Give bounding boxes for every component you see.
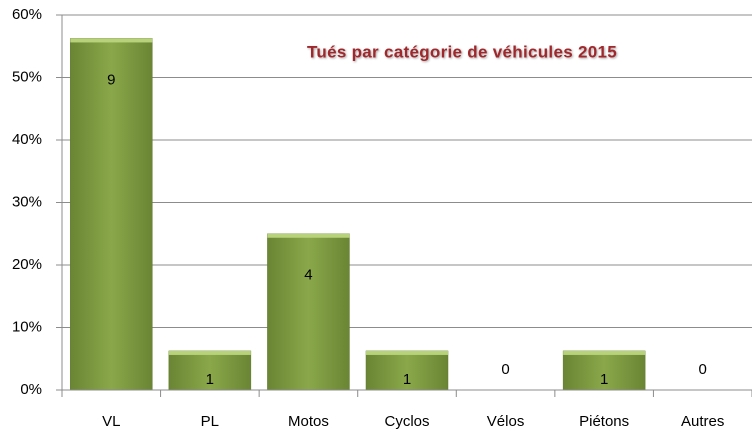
x-tick-label: Piétons (579, 413, 629, 430)
bar-top (70, 38, 153, 43)
data-label: 1 (600, 371, 608, 388)
x-tick-label: PL (201, 413, 219, 430)
y-tick-label: 40% (12, 131, 42, 148)
bar-top (168, 350, 251, 355)
data-label: 9 (107, 71, 115, 88)
y-tick-label: 10% (12, 318, 42, 335)
x-tick-label: Autres (681, 413, 724, 430)
bar (70, 38, 153, 391)
bar-top (267, 233, 350, 238)
y-tick-label: 0% (20, 381, 42, 398)
bar (562, 350, 646, 391)
data-label: 1 (403, 371, 411, 388)
bar-top (366, 350, 448, 355)
y-tick-label: 30% (12, 193, 42, 210)
data-label: 0 (699, 361, 707, 378)
x-tick-label: Cyclos (384, 413, 429, 430)
y-tick-label: 20% (12, 256, 42, 273)
x-tick-label: Vélos (487, 413, 525, 430)
y-tick-label: 60% (12, 6, 42, 23)
x-tick-label: Motos (288, 413, 329, 430)
bar-top (563, 350, 646, 355)
x-tick-label: VL (102, 413, 120, 430)
data-label: 1 (206, 371, 214, 388)
bar (267, 233, 350, 391)
data-label: 4 (304, 267, 312, 284)
y-tick-label: 50% (12, 68, 42, 85)
data-label: 0 (501, 361, 509, 378)
chart-title: Tués par catégorie de véhicules 2015 (307, 42, 617, 61)
